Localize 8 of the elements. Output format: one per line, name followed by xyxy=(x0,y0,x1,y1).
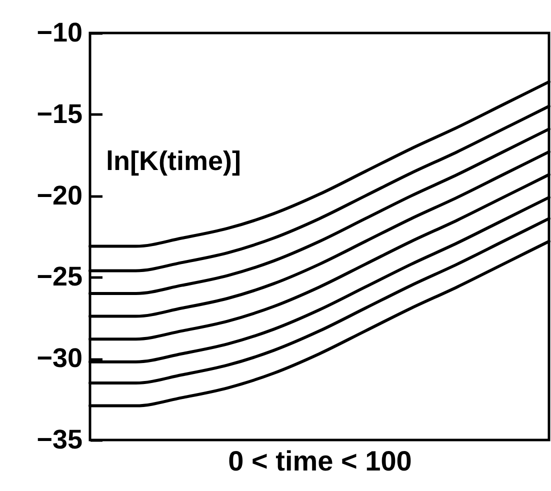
y-tick-label: −35 xyxy=(36,424,82,454)
y-tick-label: −25 xyxy=(36,262,82,292)
x-axis-title: 0 < time < 100 xyxy=(228,446,412,476)
annotation: ln[K(time)] xyxy=(106,146,241,176)
y-tick-label: −10 xyxy=(36,18,82,48)
y-tick-label: −20 xyxy=(36,180,82,210)
y-tick-label: −30 xyxy=(36,343,82,374)
y-tick-label: −15 xyxy=(36,98,82,129)
